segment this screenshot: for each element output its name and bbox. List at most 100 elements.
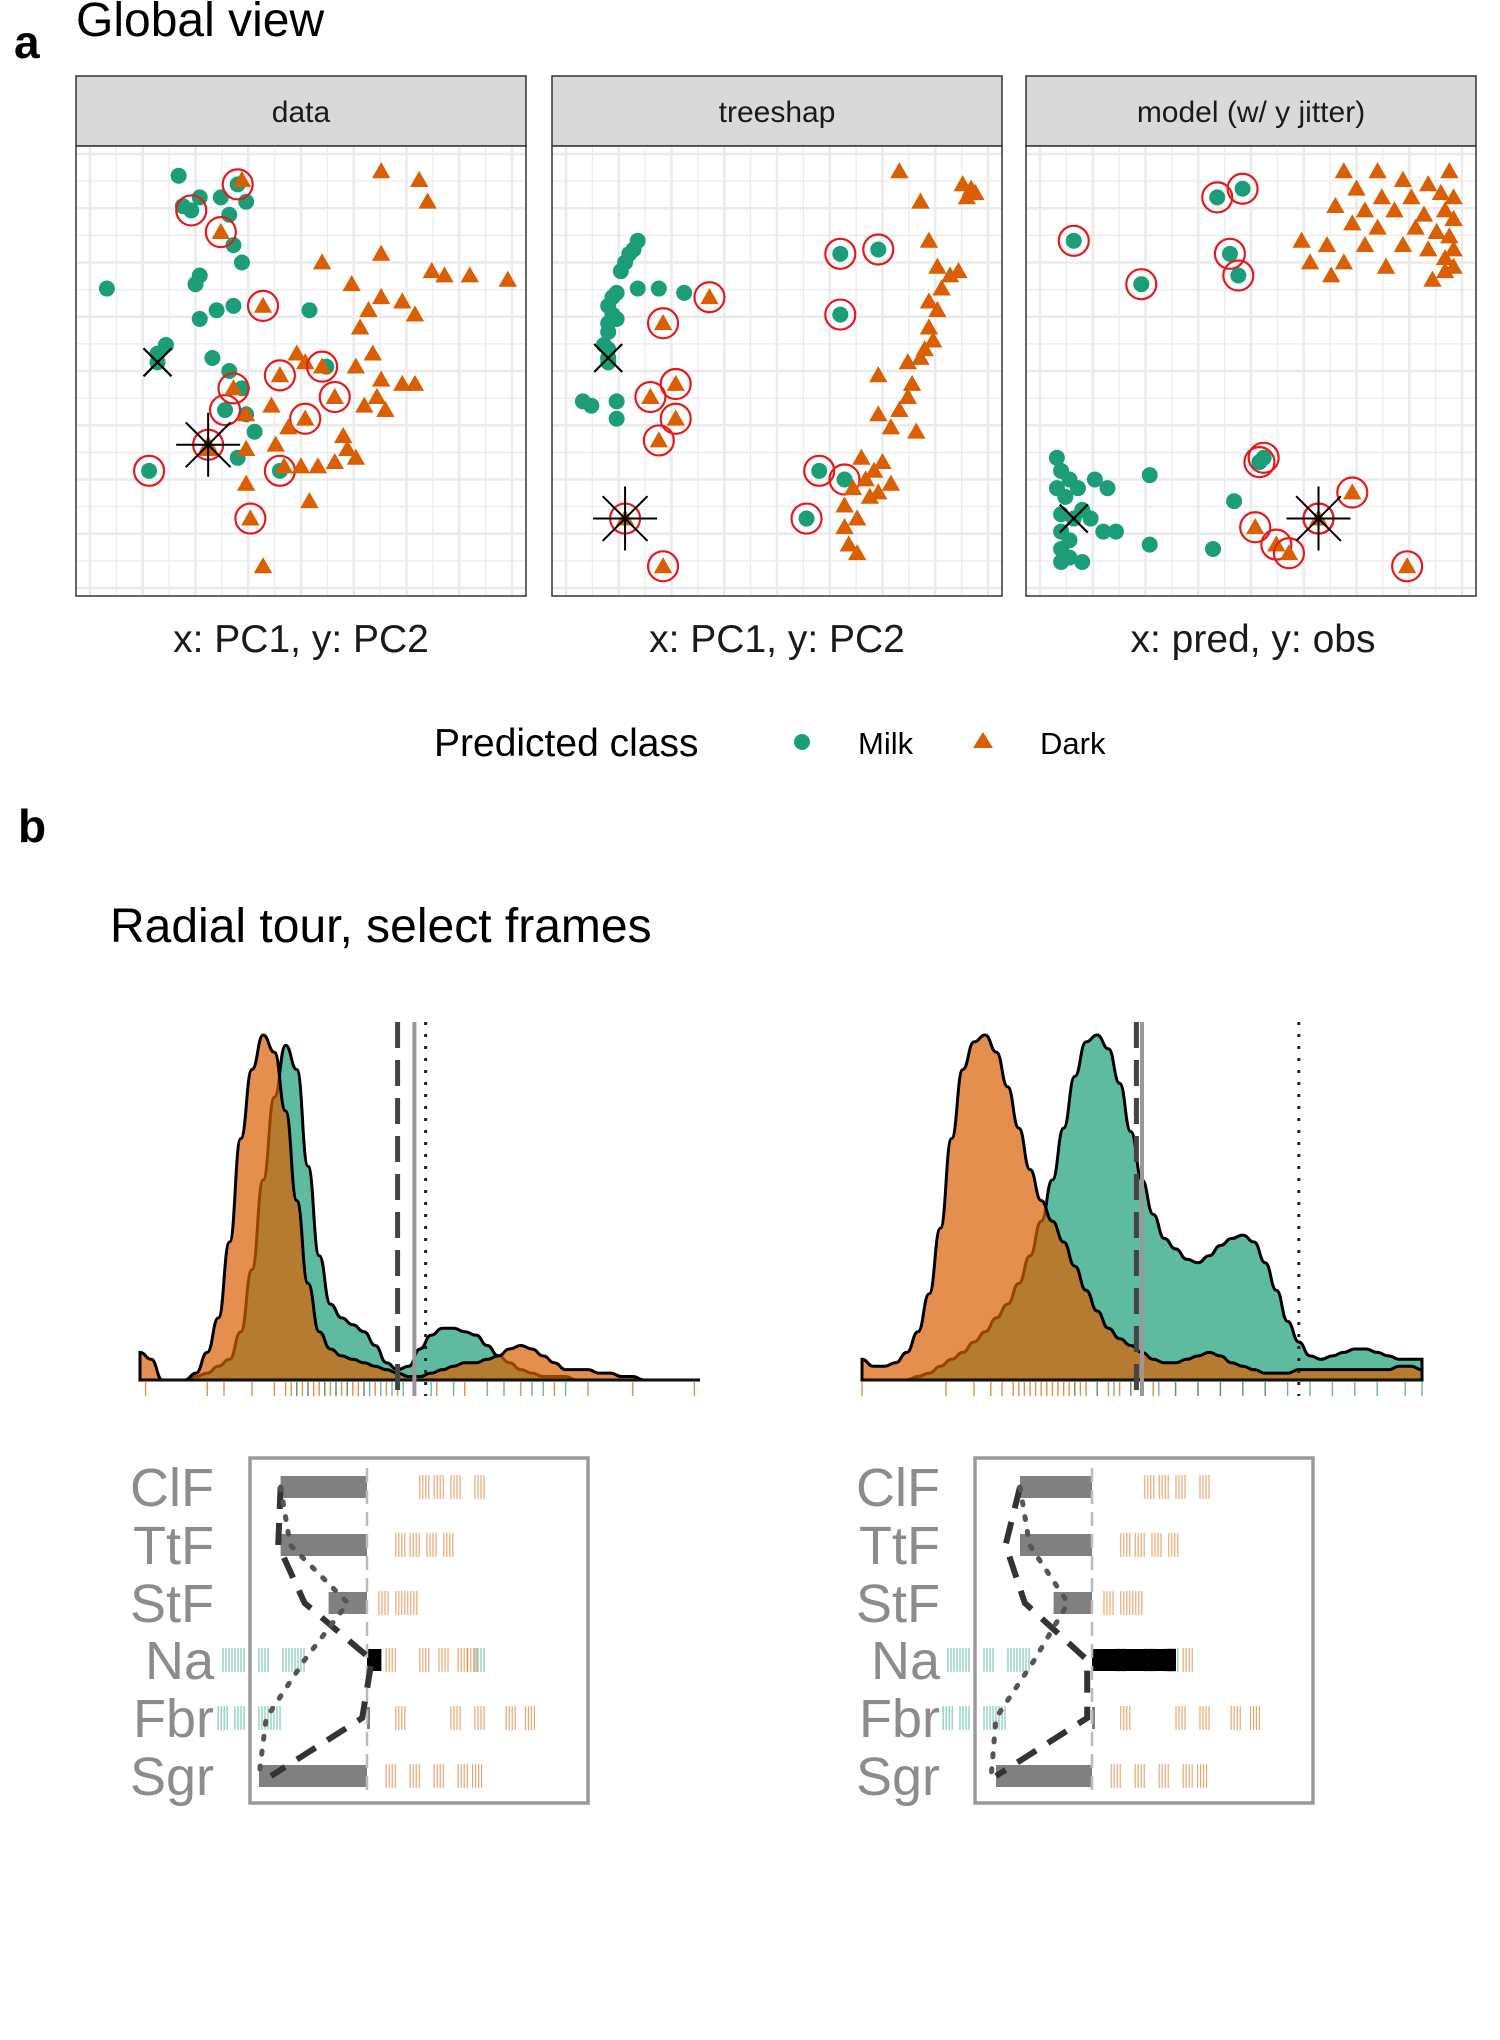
legend-title: Predicted class [434,722,698,765]
misclassified-ring [824,237,857,270]
dark-point [873,452,892,470]
dark-point [856,470,875,487]
dark-point [308,457,328,474]
variable-label-clf: ClF [130,1458,214,1518]
dark-point [1279,544,1299,561]
misclassified-ring [1125,268,1158,301]
dark-point [902,374,922,391]
variable-label-na: Na [871,1631,941,1691]
legend-dark-label: Dark [1040,726,1106,761]
dark-point [367,387,387,404]
panel-a-letter: a [14,16,40,68]
milk-point [225,237,242,254]
dark-point [371,288,391,305]
dark-point [847,509,867,526]
contribution-bar-fbr [367,1707,370,1729]
misclassified-ring [263,359,296,392]
dark-point [342,275,361,292]
misclassified-ring [1391,550,1424,583]
dark-point [835,518,854,535]
contribution-bar-sgr [259,1765,367,1787]
dark-point [371,244,391,261]
comparison-obs-star [176,412,241,477]
contribution-bar-ttf [280,1534,367,1556]
contribution-bar-na [367,1649,382,1671]
selected-obs-cross [142,347,173,378]
dark-point [371,370,391,387]
misclassified-ring [693,281,726,314]
contribution-bar-clf [280,1476,367,1498]
milk-point [1209,189,1226,206]
dark-point [860,487,880,504]
dark-point [1372,188,1392,205]
dark-point [1393,235,1413,253]
dark-point [334,426,353,443]
facet-strip-label: model (w/ y jitter) [1137,96,1365,129]
misclassified-ring [824,298,857,331]
milk-point [650,280,667,297]
panel-b-letter: b [18,800,46,852]
dark-point [1435,248,1455,266]
variable-label-clf: ClF [856,1458,940,1518]
milk-point [217,402,234,419]
variable-label-fbr: Fbr [133,1689,214,1749]
dark-point [1347,179,1366,196]
dark-point [911,192,930,209]
milk-point [836,471,853,488]
dark-point [869,366,888,383]
dark-point [1431,183,1451,200]
density-frame-1 [138,1022,700,1396]
milk-point [612,263,629,280]
variable-label-sgr: Sgr [130,1747,214,1807]
dark-point [236,474,256,491]
dark-point [1435,261,1455,279]
dark-point [649,431,669,448]
dark-point [266,435,285,452]
density-frame-2 [860,1022,1424,1396]
variable-label-sgr: Sgr [856,1747,940,1807]
dark-point [279,418,298,435]
selected-obs-cross [593,343,623,373]
contribution-bar-clf [1020,1476,1092,1498]
misclassified-ring [642,424,675,457]
dark-point [211,222,231,240]
dark-point [253,557,273,574]
dark-point [835,496,854,513]
milk-point [811,462,828,479]
dark-point [881,418,901,435]
dark-point [911,348,930,365]
misclassified-ring [318,380,351,414]
dark-point [405,305,425,322]
misclassified-ring [634,380,667,414]
dark-point [1406,218,1425,235]
observation-profile-dashed [994,1486,1091,1779]
milk-point [1048,449,1065,466]
facet-strip [551,75,1003,147]
dark-point [1402,188,1421,205]
dark-point [852,448,871,465]
misclassified-ring [1247,441,1280,474]
dark-point [666,374,685,391]
facet-strip-label: data [272,96,331,129]
dark-point [393,374,412,391]
facet-xlabel: x: PC1, y: PC2 [649,618,905,661]
milk-point [246,423,263,440]
facet-treeshap: treeshap x: PC1, y: PC2 [551,75,1003,661]
misclassified-ring [175,194,208,227]
axes-box [248,1456,590,1805]
facet-strip-label: treeshap [719,96,836,129]
selected-obs-cross [1058,503,1089,534]
milk-point [1221,245,1238,262]
milk-point [629,280,646,297]
dark-point [700,288,719,305]
misclassified-ring [1336,476,1369,509]
dark-point [1435,201,1455,218]
milk-point [1082,510,1099,527]
misclassified-ring [1222,259,1255,292]
observation-profile-dotted [256,1484,352,1779]
misclassified-ring [246,289,280,322]
variable-label-fbr: Fbr [859,1689,940,1749]
dark-point [1444,257,1463,274]
dark-point [1440,227,1459,244]
milk-point [1095,523,1112,540]
